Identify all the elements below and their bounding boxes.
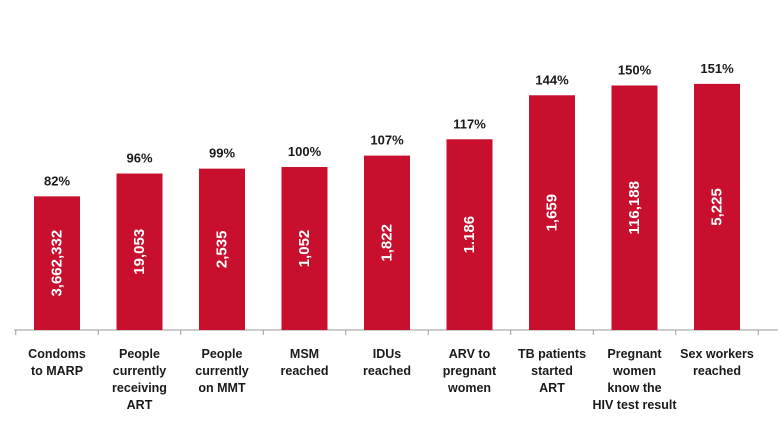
bar bbox=[34, 196, 80, 330]
category-label-line: know the bbox=[607, 381, 661, 395]
category-label-line: pregnant bbox=[443, 364, 497, 378]
category-label-line: on MMT bbox=[198, 381, 246, 395]
category-label: Pregnant women know the HIV test result bbox=[592, 347, 677, 412]
value-label: 96% bbox=[126, 151, 152, 166]
category-label-line: MSM bbox=[290, 347, 319, 361]
bar bbox=[529, 95, 575, 330]
bar-inner-label: 2,535 bbox=[214, 231, 231, 269]
bar bbox=[694, 83, 740, 331]
category-label-line: currently bbox=[195, 364, 249, 378]
category-label-line: women bbox=[447, 381, 491, 395]
value-label: 82% bbox=[44, 173, 70, 188]
category-label-line: receiving bbox=[112, 381, 167, 395]
category-label-line: Condoms bbox=[28, 347, 86, 361]
value-label: 100% bbox=[288, 144, 322, 159]
bar-inner-label: 1,822 bbox=[379, 224, 396, 262]
category-label: People currently receiving ART bbox=[112, 347, 167, 412]
category-label: ARV to pregnant women bbox=[443, 347, 497, 395]
bar-inner-label: 116,188 bbox=[626, 181, 643, 234]
bar-inner-label: 3,662,332 bbox=[49, 230, 66, 297]
category-label-line: started bbox=[531, 364, 573, 378]
bar-inner-label: 1,052 bbox=[296, 230, 313, 268]
bar bbox=[199, 168, 245, 330]
bar bbox=[446, 139, 493, 330]
category-label: Sex workers reached bbox=[680, 347, 754, 378]
value-label: 117% bbox=[453, 116, 486, 131]
category-label: MSM reached bbox=[281, 347, 329, 378]
category-label-line: to MARP bbox=[31, 364, 83, 378]
category-label-line: reached bbox=[363, 364, 411, 378]
value-label: 99% bbox=[209, 146, 235, 161]
category-label-line: ART bbox=[127, 398, 153, 412]
bar-inner-label: 19,053 bbox=[131, 229, 148, 275]
category-label: TB patients started ART bbox=[518, 347, 586, 395]
category-label-line: People bbox=[119, 347, 160, 361]
category-label-line: IDUs bbox=[373, 347, 402, 361]
category-label-line: TB patients bbox=[518, 347, 586, 361]
category-label: People currently on MMT bbox=[195, 347, 249, 395]
category-label-line: People bbox=[202, 347, 243, 361]
category-label: Condoms to MARP bbox=[28, 347, 86, 378]
category-label-line: HIV test result bbox=[592, 398, 677, 412]
bar bbox=[611, 85, 658, 330]
bar bbox=[116, 173, 163, 330]
category-label-line: reached bbox=[281, 364, 329, 378]
category-label-line: ARV to bbox=[449, 347, 491, 361]
category-label-line: ART bbox=[539, 381, 565, 395]
category-label-line: women bbox=[612, 364, 656, 378]
value-label: 151% bbox=[700, 61, 734, 76]
bar-inner-label: 1,659 bbox=[544, 194, 561, 232]
bar bbox=[364, 155, 410, 330]
bar-inner-label: 5,225 bbox=[709, 188, 726, 226]
category-label: IDUs reached bbox=[363, 347, 411, 378]
value-label: 150% bbox=[618, 63, 652, 78]
value-label: 144% bbox=[535, 72, 569, 87]
category-label-line: Pregnant bbox=[607, 347, 662, 361]
category-label-line: reached bbox=[693, 364, 741, 378]
bar bbox=[281, 167, 328, 330]
value-label: 107% bbox=[370, 133, 404, 148]
category-label-line: currently bbox=[113, 364, 167, 378]
category-label-line: Sex workers bbox=[680, 347, 754, 361]
bar-inner-label: 1.186 bbox=[461, 216, 478, 254]
